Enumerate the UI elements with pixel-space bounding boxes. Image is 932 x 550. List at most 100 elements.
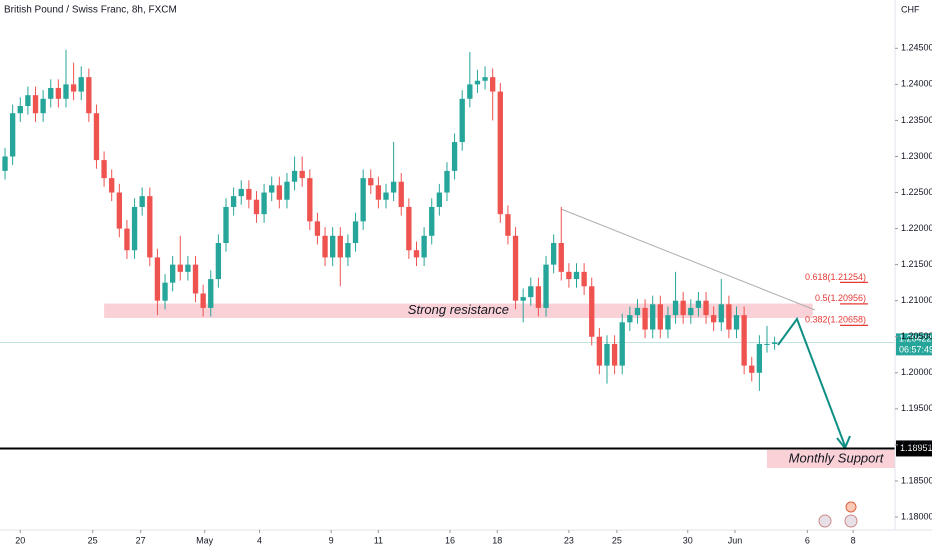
x-tick-label: 30 bbox=[683, 535, 693, 545]
candle-body bbox=[398, 181, 404, 207]
candle-body bbox=[17, 106, 23, 114]
candle-body bbox=[497, 91, 503, 215]
candle-body bbox=[32, 95, 39, 114]
candle-body bbox=[733, 315, 740, 330]
y-tick-label: 1.22500 bbox=[901, 187, 932, 197]
candle-body bbox=[40, 98, 46, 114]
y-tick-label: 1.24000 bbox=[901, 79, 932, 89]
candle-body bbox=[573, 271, 580, 280]
countdown: 06:57:49 bbox=[899, 345, 932, 355]
candle-body bbox=[352, 221, 359, 244]
resistance-label: Strong resistance bbox=[408, 302, 509, 317]
candle-body bbox=[642, 307, 648, 330]
candle-body bbox=[2, 156, 8, 171]
candle-body bbox=[756, 343, 763, 373]
x-tick-label: 23 bbox=[564, 535, 574, 545]
x-tick-label: 11 bbox=[374, 535, 383, 545]
x-tick-label: Jun bbox=[728, 535, 743, 545]
candle-body bbox=[436, 192, 443, 207]
candle-body bbox=[246, 188, 252, 200]
candle-body bbox=[162, 282, 168, 301]
candle-body bbox=[474, 80, 481, 85]
support-price-box bbox=[896, 440, 932, 457]
candle-body bbox=[451, 142, 458, 171]
candle-body bbox=[154, 257, 161, 301]
candle-body bbox=[390, 181, 397, 193]
candle-body bbox=[726, 304, 732, 330]
overlay: 1.18951 0.618(1.21254) 0.5(1.20956) 0.382(1… bbox=[0, 272, 932, 457]
trend-line bbox=[560, 208, 816, 311]
candle-body bbox=[48, 87, 54, 99]
candle-body bbox=[589, 286, 595, 337]
y-tick-label: 1.23000 bbox=[901, 151, 932, 161]
x-tick-label: 25 bbox=[88, 535, 98, 545]
y-tick-label: 1.21500 bbox=[901, 259, 932, 269]
candle-body bbox=[558, 243, 564, 272]
candle-body bbox=[703, 300, 709, 316]
candle-body bbox=[520, 297, 526, 301]
y-tick-label: 1.21000 bbox=[901, 295, 932, 305]
candle-body bbox=[337, 235, 343, 258]
candle-body bbox=[490, 77, 496, 92]
event-icon bbox=[844, 514, 858, 528]
candle-body bbox=[322, 235, 328, 258]
y-tick-label: 1.20000 bbox=[901, 367, 932, 377]
candle-body bbox=[177, 264, 183, 272]
x-tick-label: 8 bbox=[851, 535, 856, 545]
x-tick-label: May bbox=[196, 535, 214, 545]
candle-body bbox=[70, 84, 77, 92]
candle-body bbox=[360, 178, 366, 222]
x-tick-label: 16 bbox=[445, 535, 455, 545]
x-tick-label: 18 bbox=[492, 535, 502, 545]
candle-body bbox=[581, 271, 587, 287]
candle-body bbox=[718, 304, 724, 323]
y-tick-label: 1.23500 bbox=[901, 115, 932, 125]
x-tick-label: 6 bbox=[805, 535, 810, 545]
event-icon bbox=[818, 514, 832, 528]
candle-body bbox=[169, 264, 176, 283]
support-zone bbox=[766, 449, 895, 468]
candle-body bbox=[627, 315, 633, 323]
x-tick-label: 9 bbox=[329, 535, 334, 545]
candle-body bbox=[78, 77, 84, 92]
candle-body bbox=[269, 185, 275, 193]
currency: CHF bbox=[901, 4, 920, 14]
x-tick-label: 20 bbox=[15, 535, 25, 545]
candle-body bbox=[215, 243, 222, 280]
candle-body bbox=[101, 160, 107, 179]
candle-body bbox=[528, 286, 534, 298]
candle-body bbox=[192, 264, 199, 294]
fib-label: 0.618(1.21254) bbox=[805, 272, 866, 282]
candle-body bbox=[238, 188, 244, 197]
candle-body bbox=[314, 221, 321, 236]
candle-body bbox=[604, 343, 610, 366]
candle-body bbox=[550, 243, 557, 265]
event-icon bbox=[845, 501, 857, 513]
y-tick-label: 1.19000 bbox=[901, 439, 932, 449]
candle-body bbox=[291, 170, 298, 182]
candle-body bbox=[421, 235, 427, 258]
candle-body bbox=[284, 181, 290, 200]
candle-body bbox=[63, 84, 69, 99]
candle-body bbox=[116, 192, 122, 229]
candle-body bbox=[345, 243, 351, 258]
last-price-box bbox=[896, 333, 932, 356]
candle-body bbox=[185, 264, 191, 272]
candle-body bbox=[93, 113, 100, 161]
candle-body bbox=[482, 77, 488, 81]
candle-body bbox=[9, 113, 16, 157]
candles bbox=[2, 49, 778, 391]
candle-body bbox=[383, 192, 389, 200]
candle-body bbox=[200, 293, 206, 308]
candle-body bbox=[253, 199, 260, 215]
candle-body bbox=[695, 300, 702, 308]
candle-body bbox=[467, 84, 473, 99]
candle-body bbox=[406, 206, 412, 251]
y-tick-label: 1.19500 bbox=[901, 403, 932, 413]
projection-arrow bbox=[777, 316, 846, 447]
candle-body bbox=[208, 279, 214, 308]
x-tick-label: 27 bbox=[136, 535, 146, 545]
last-price: 1.20422 bbox=[899, 334, 932, 344]
candle-body bbox=[596, 336, 603, 366]
fib-label: 0.382(1.20658) bbox=[805, 315, 866, 325]
